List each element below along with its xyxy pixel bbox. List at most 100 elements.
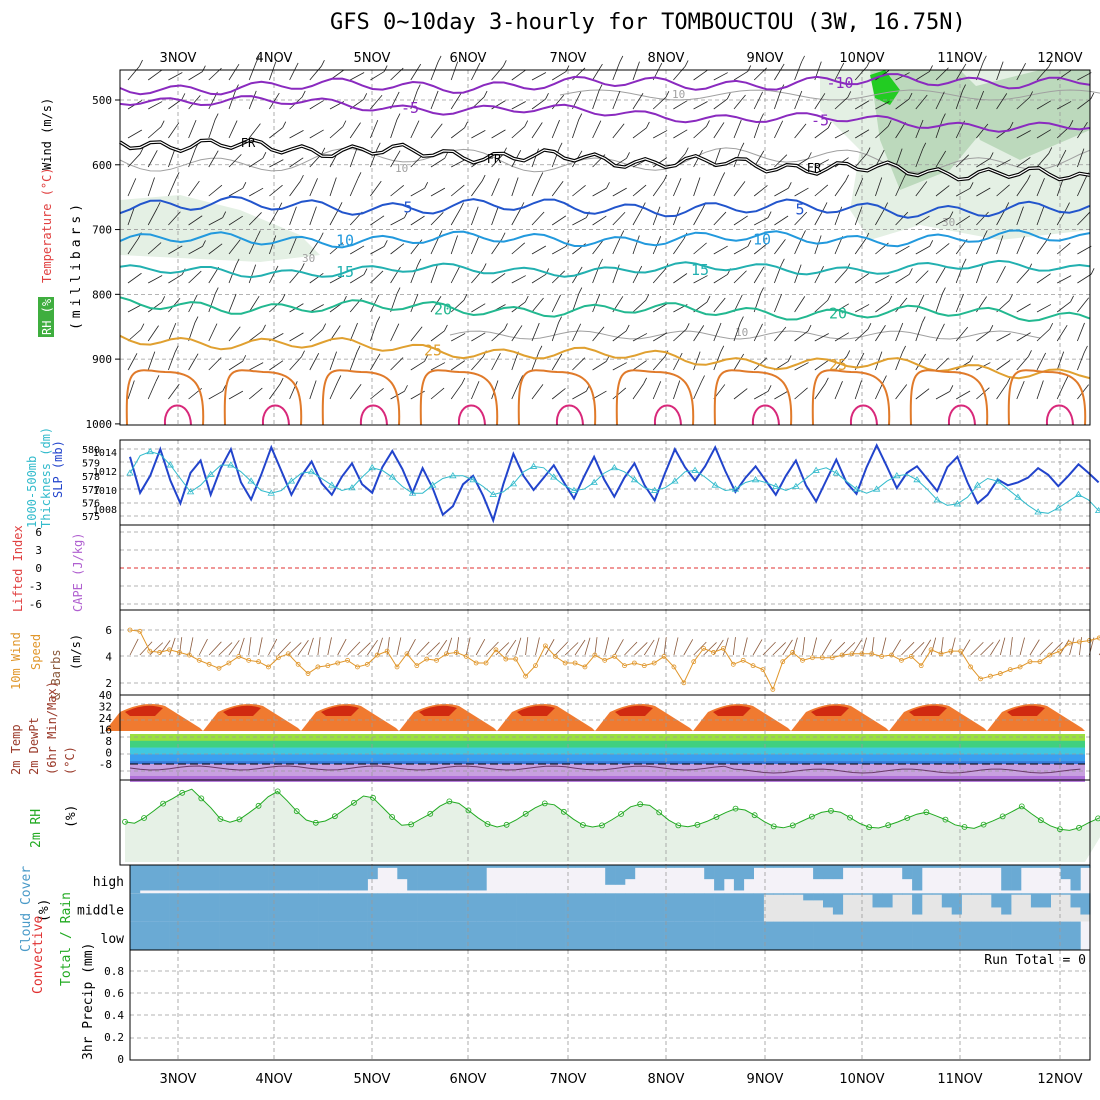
wind-barb bbox=[996, 383, 1008, 400]
thickness-marker bbox=[388, 473, 397, 480]
cloud-cover-bar bbox=[1001, 865, 1012, 891]
wind-barb bbox=[228, 293, 237, 313]
cloud-cover-bar bbox=[1070, 865, 1081, 891]
rh2m-marker bbox=[522, 810, 529, 817]
cloud-cover-bar bbox=[694, 865, 705, 868]
cloud-cover-bar bbox=[456, 921, 467, 950]
cloud-cover-bar bbox=[892, 921, 903, 950]
wind-barb bbox=[592, 90, 600, 110]
cloud-cover-bar bbox=[1040, 865, 1051, 868]
wind-barb bbox=[620, 230, 625, 237]
wind-barb bbox=[329, 177, 337, 197]
cloud-cover-bar bbox=[169, 893, 180, 922]
wind-barb bbox=[147, 351, 156, 371]
wind-barb bbox=[955, 90, 963, 110]
cloud-cover-bar bbox=[743, 865, 754, 880]
cloud-cover-bar bbox=[367, 921, 378, 950]
wind10-speed-marker bbox=[325, 663, 331, 669]
cloud-cover-bar bbox=[733, 865, 745, 891]
wind-barb bbox=[578, 287, 583, 294]
freezing-label: FR bbox=[241, 136, 256, 150]
isotherm-35-loop bbox=[555, 404, 584, 426]
wind-barb bbox=[301, 350, 305, 357]
wind-barb bbox=[168, 351, 176, 371]
wind10-barb bbox=[416, 641, 430, 656]
wind-barb bbox=[168, 148, 176, 168]
cloud-cover-bar bbox=[733, 921, 745, 950]
wind-barb bbox=[701, 375, 705, 382]
wind10-barb bbox=[920, 639, 932, 656]
wind-barb bbox=[908, 268, 913, 275]
wind-barb bbox=[814, 127, 829, 139]
wind10-speed-marker bbox=[503, 656, 509, 662]
wind-barb bbox=[410, 239, 423, 255]
rh2m-marker bbox=[255, 802, 262, 809]
wind10-speed-marker bbox=[206, 661, 212, 667]
temp2m-tick: 0 bbox=[105, 747, 112, 760]
wind10-speed-marker bbox=[701, 646, 707, 651]
wind-barb bbox=[767, 211, 772, 218]
wind10-barb bbox=[505, 639, 517, 656]
wind-barb bbox=[309, 100, 324, 110]
wind-barb bbox=[733, 119, 742, 139]
wind-barb bbox=[188, 71, 203, 81]
wind-barb bbox=[404, 385, 408, 392]
cloud-cover-bar bbox=[704, 921, 715, 950]
wind-barb bbox=[309, 304, 324, 313]
wind-barb bbox=[147, 69, 162, 81]
wind10-speed-marker bbox=[1017, 664, 1023, 670]
wind-barb bbox=[471, 332, 486, 342]
cloud-cover-bar bbox=[248, 893, 259, 922]
wind-barb bbox=[632, 184, 647, 197]
wind10-speed-marker bbox=[1057, 648, 1063, 654]
wind-barb bbox=[551, 119, 560, 139]
wind-barb bbox=[289, 157, 304, 168]
thickness-marker bbox=[590, 478, 598, 485]
cloud-cover-bar bbox=[476, 921, 487, 950]
date-label-bottom: 10NOV bbox=[839, 1072, 884, 1087]
rh2m-marker bbox=[923, 809, 930, 816]
wind-barb bbox=[1056, 351, 1065, 371]
cloud-cover-bar bbox=[199, 865, 210, 891]
wind-barb bbox=[242, 355, 247, 362]
cloud-cover-bar bbox=[842, 865, 853, 868]
wind10-speed-marker bbox=[1047, 652, 1053, 658]
cloud-cover-bar bbox=[318, 893, 329, 922]
wind-barb bbox=[208, 390, 223, 400]
wind-barb bbox=[511, 101, 526, 110]
wind10-speed-marker bbox=[641, 663, 647, 669]
cloud-cover-bar bbox=[644, 921, 655, 950]
precip-tick: 0 bbox=[117, 1053, 124, 1066]
wind-barb bbox=[450, 383, 463, 400]
rh2m-marker bbox=[770, 823, 777, 830]
cloud-cover-bar bbox=[743, 893, 754, 922]
wind-barb bbox=[483, 90, 488, 98]
rh-contour-label: 10 bbox=[395, 162, 408, 175]
cloud-cover-bar bbox=[595, 893, 606, 922]
wind-barb bbox=[875, 275, 890, 284]
cloud-cover-bar bbox=[803, 865, 814, 868]
temp2m-ylabel: (°C) bbox=[63, 746, 77, 775]
wind-barb bbox=[450, 184, 465, 197]
wind-barb bbox=[438, 230, 443, 237]
wind-barb bbox=[996, 184, 1010, 197]
rh2m-marker bbox=[560, 808, 567, 815]
cloud-cover-bar bbox=[605, 921, 616, 950]
wind-barb bbox=[883, 375, 887, 382]
isotherm-35-loop bbox=[653, 404, 682, 426]
wind-barb bbox=[430, 387, 445, 400]
cloud-cover-bar bbox=[545, 893, 556, 922]
wind-barb bbox=[592, 239, 605, 255]
cloud-cover-bar bbox=[427, 893, 438, 922]
wind-barb bbox=[511, 275, 526, 284]
wind-barb bbox=[370, 322, 378, 342]
cloud-cover-bar bbox=[308, 865, 319, 891]
wind10-speed-marker bbox=[948, 648, 954, 654]
wind-barb bbox=[1077, 122, 1088, 139]
wind-barb bbox=[572, 217, 587, 226]
wind-barb bbox=[450, 92, 462, 110]
wind10-barb bbox=[248, 637, 252, 656]
isotherm-line bbox=[119, 296, 1090, 323]
wind-barb bbox=[888, 295, 893, 303]
rh2m-marker bbox=[694, 821, 701, 828]
